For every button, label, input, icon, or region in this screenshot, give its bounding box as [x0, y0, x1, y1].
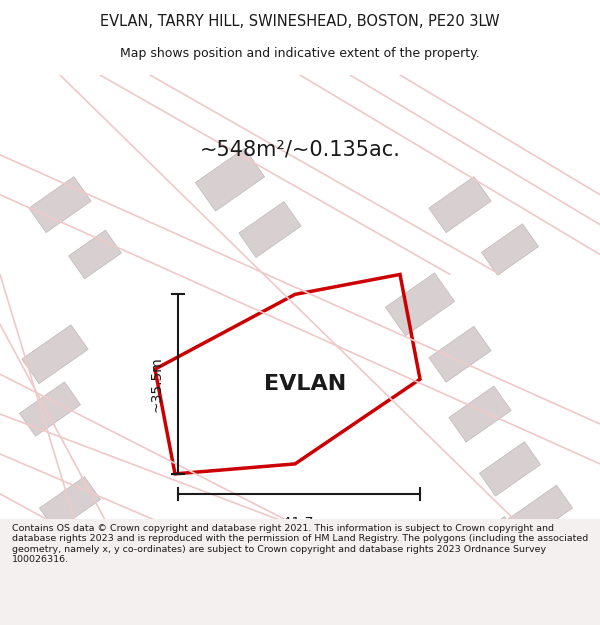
Polygon shape: [19, 382, 80, 436]
Polygon shape: [22, 325, 88, 384]
Polygon shape: [449, 386, 511, 442]
Polygon shape: [29, 177, 91, 232]
Polygon shape: [40, 477, 101, 531]
Text: Contains OS data © Crown copyright and database right 2021. This information is : Contains OS data © Crown copyright and d…: [12, 524, 588, 564]
Polygon shape: [385, 273, 455, 336]
Polygon shape: [479, 442, 541, 496]
Polygon shape: [239, 202, 301, 258]
Text: ~41.7m: ~41.7m: [271, 516, 327, 530]
Polygon shape: [68, 230, 121, 279]
Text: EVLAN, TARRY HILL, SWINESHEAD, BOSTON, PE20 3LW: EVLAN, TARRY HILL, SWINESHEAD, BOSTON, P…: [100, 14, 500, 29]
Text: ~35.5m: ~35.5m: [149, 356, 163, 412]
Polygon shape: [508, 485, 572, 542]
Polygon shape: [429, 326, 491, 382]
Text: EVLAN: EVLAN: [264, 374, 346, 394]
Polygon shape: [460, 516, 521, 571]
Polygon shape: [429, 177, 491, 232]
Polygon shape: [196, 148, 265, 211]
Text: ~548m²/~0.135ac.: ~548m²/~0.135ac.: [200, 140, 400, 160]
Polygon shape: [481, 224, 539, 275]
Text: Map shows position and indicative extent of the property.: Map shows position and indicative extent…: [120, 48, 480, 61]
